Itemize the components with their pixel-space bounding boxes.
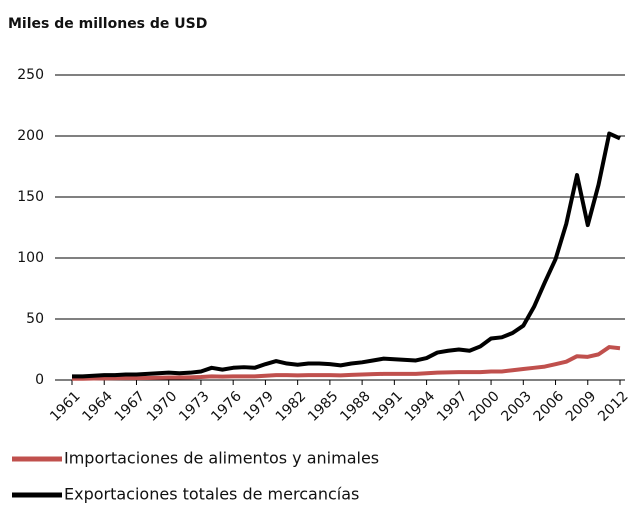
x-tick-label: 1985 — [305, 388, 342, 425]
x-tick-label: 2000 — [466, 388, 503, 425]
x-tick-label: 1997 — [434, 388, 471, 425]
y-tick-label: 50 — [26, 311, 44, 327]
x-tick-label: 1967 — [112, 388, 149, 425]
chart-title: Miles de millones de USD — [8, 16, 207, 32]
series-line — [72, 131, 621, 379]
legend-label: Importaciones de alimentos y animales — [64, 449, 379, 468]
x-tick-label: 1994 — [402, 388, 439, 425]
y-tick-label: 0 — [35, 372, 44, 388]
legend-label: Exportaciones totales de mercancías — [64, 485, 359, 504]
x-tick-label: 1970 — [144, 388, 181, 425]
y-tick-label: 200 — [17, 128, 44, 144]
x-tick-label: 2012 — [595, 388, 632, 425]
y-tick-label: 100 — [17, 250, 44, 266]
x-tick-label: 1961 — [47, 388, 84, 425]
x-tick-label: 1979 — [241, 388, 278, 425]
x-tick-label: 1991 — [369, 388, 406, 425]
y-tick-label: 250 — [17, 67, 44, 83]
x-tick-label: 1976 — [208, 388, 245, 425]
x-tick-label: 1973 — [176, 388, 213, 425]
x-tick-label: 1988 — [337, 388, 374, 425]
series-line — [72, 345, 621, 381]
x-tick-label: 2009 — [563, 388, 600, 425]
x-tick-label: 2003 — [498, 388, 535, 425]
x-tick-label: 1964 — [79, 388, 116, 425]
y-tick-label: 150 — [17, 189, 44, 205]
x-tick-label: 1982 — [273, 388, 310, 425]
x-tick-label: 2006 — [531, 388, 568, 425]
